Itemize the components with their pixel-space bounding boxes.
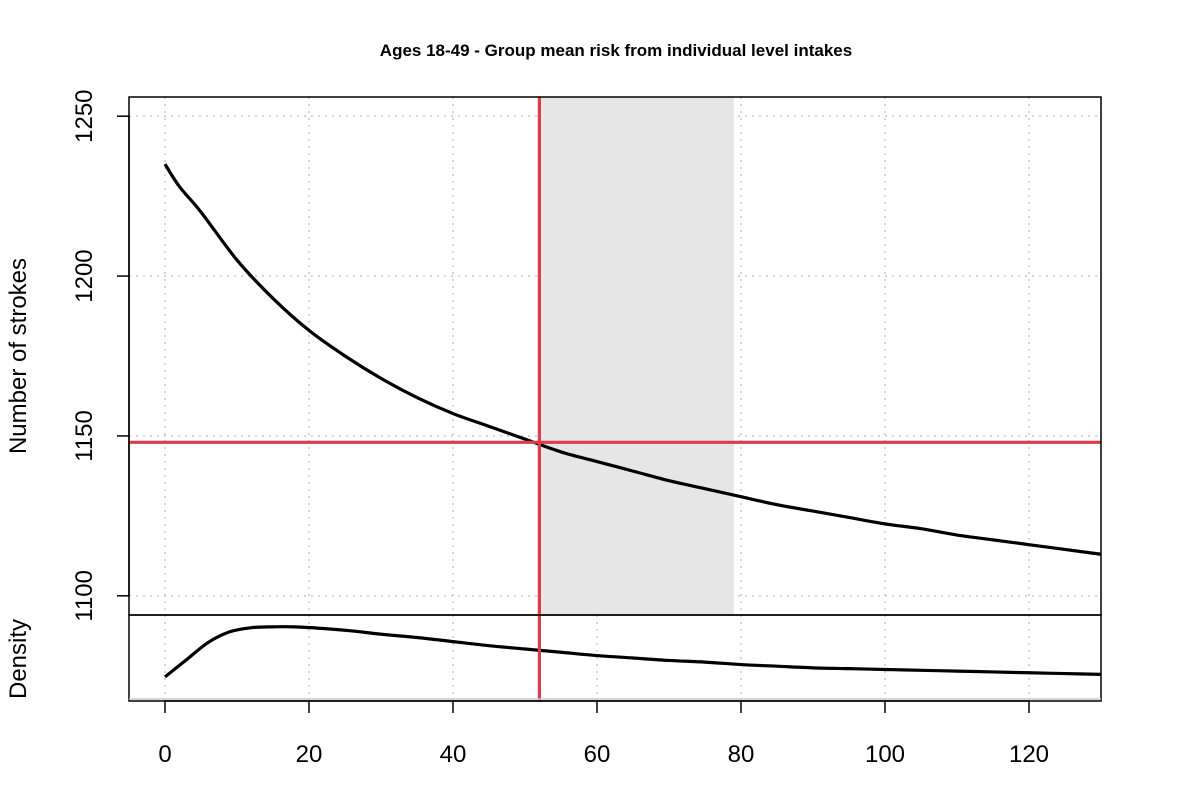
chart-title: Ages 18-49 - Group mean risk from indivi… — [380, 41, 852, 60]
axes: 0 20 40 60 80 100 120 1100 1150 1200 1250 — [71, 89, 1049, 768]
x-tick-label-6: 120 — [1009, 741, 1049, 768]
shaded-interval — [539, 97, 734, 615]
y-tick-label-2: 1200 — [71, 249, 98, 302]
y-axis-label: Number of strokes — [5, 258, 32, 454]
series-line — [163, 163, 1102, 556]
y-tick-label-0: 1100 — [71, 570, 98, 622]
y-tick-label-3: 1250 — [71, 89, 98, 142]
x-tick-label-4: 80 — [728, 741, 755, 768]
x-tick-label-1: 20 — [296, 741, 323, 768]
x-tick-label-3: 60 — [584, 741, 611, 768]
x-tick-label-2: 40 — [440, 741, 467, 768]
density-axis-label: Density — [5, 619, 32, 699]
y-tick-label-1: 1150 — [71, 410, 98, 462]
x-tick-label-0: 0 — [158, 741, 171, 768]
density-line — [164, 625, 1102, 679]
x-tick-label-5: 100 — [865, 741, 905, 768]
